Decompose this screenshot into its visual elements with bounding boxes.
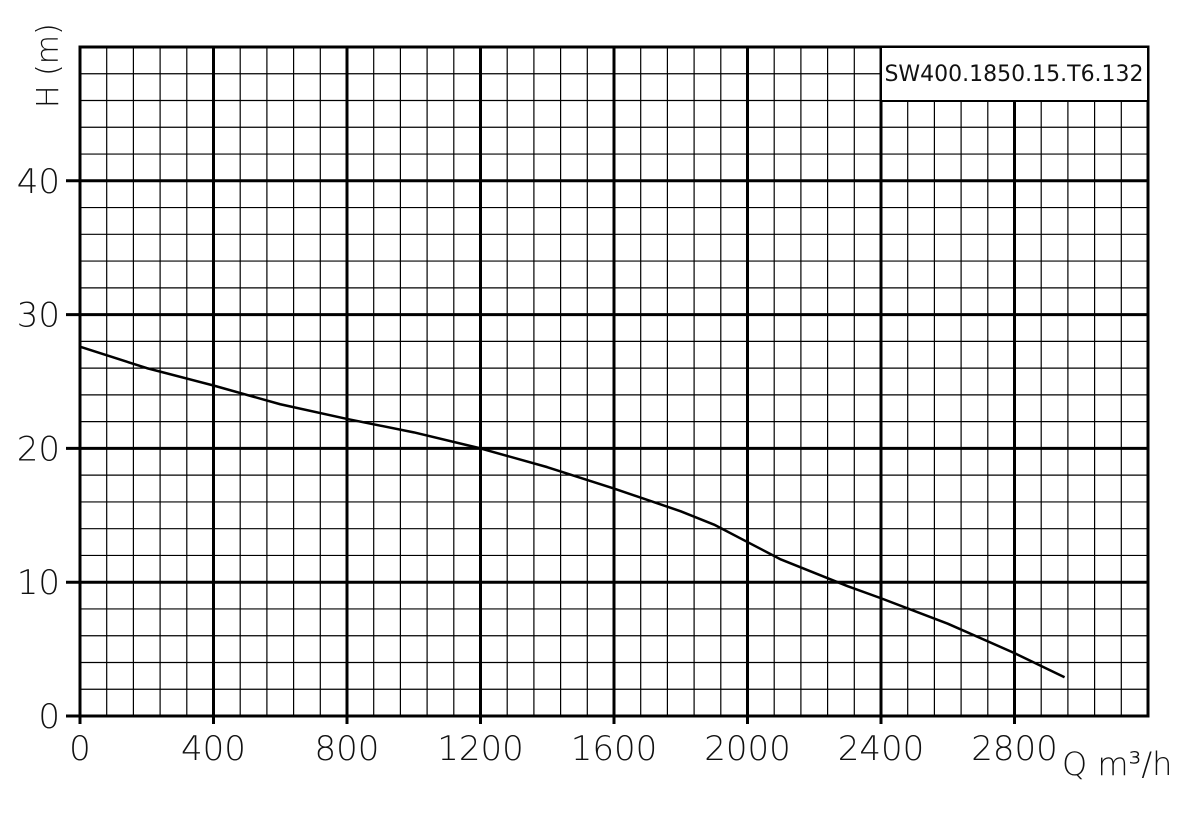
x-tick-label: 1600 (571, 729, 658, 769)
y-tick-label: 10 (17, 563, 60, 603)
y-tick-label: 40 (17, 162, 60, 202)
x-tick-label: 400 (181, 729, 246, 769)
annotation: SW400.1850.15.T6.132 (884, 62, 1143, 87)
y-tick-label: 20 (17, 429, 60, 469)
annotation-box (880, 46, 1149, 102)
x-tick-label: 1200 (437, 729, 524, 769)
x-tick-label: 2800 (971, 729, 1058, 769)
x-tick-label: 2400 (838, 729, 925, 769)
curve (79, 345, 1066, 679)
x-axis-label: Q m³/h (1062, 745, 1172, 783)
x-tick-label: 2000 (704, 729, 791, 769)
y-axis-label: H (m) (31, 23, 66, 108)
plot (79, 345, 1066, 679)
grid: 0 400 800 1200 1600 2000 2400 2800 0 10 20 30 40 (17, 45, 1150, 769)
y-tick-label: 30 (17, 296, 60, 336)
y-tick-label: 0 (38, 697, 60, 737)
plot-border (78, 45, 1150, 718)
x-tick-label: 0 (69, 729, 91, 769)
x-tick-label: 800 (315, 729, 380, 769)
